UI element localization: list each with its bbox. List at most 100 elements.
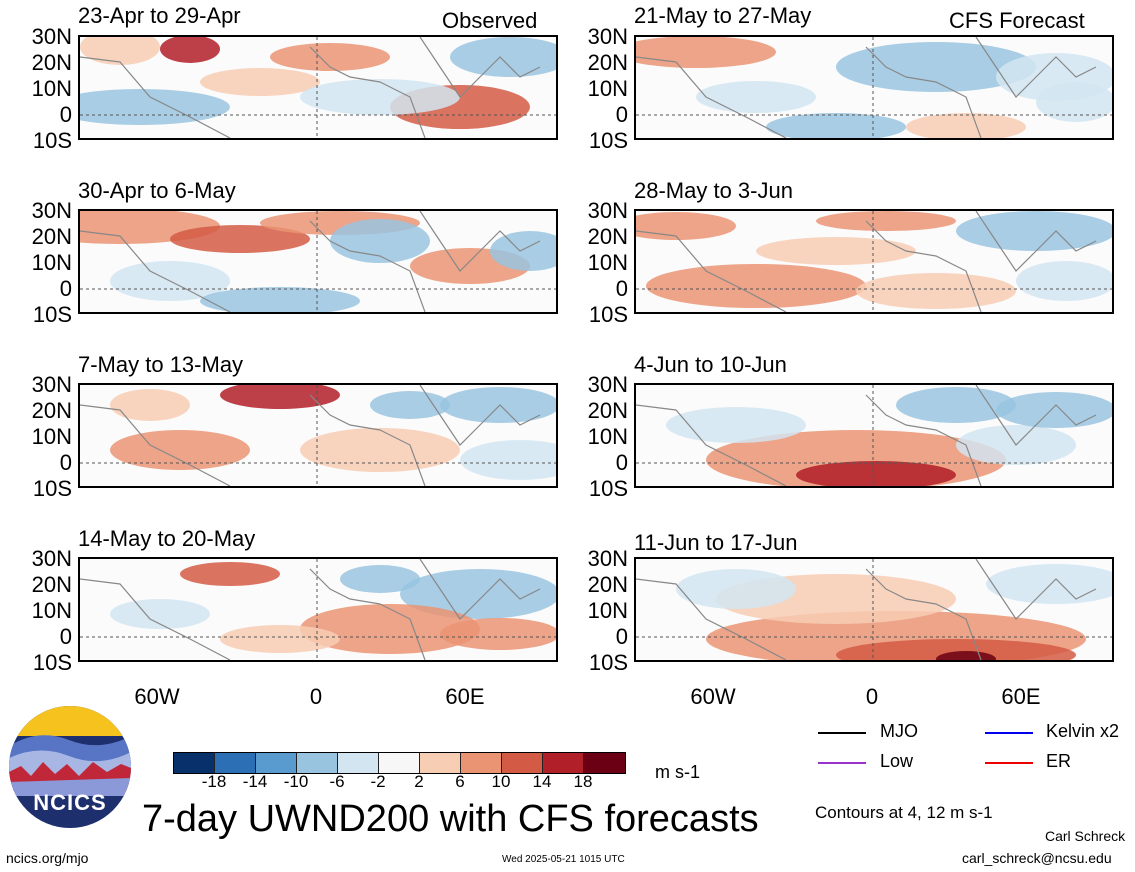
colorbar-tick: 2 [414, 772, 424, 791]
anomaly-blob [676, 569, 796, 609]
colorbar-tick: -10 [283, 772, 309, 791]
coastline [80, 559, 541, 660]
anomaly-blob [270, 43, 390, 71]
map-panel [78, 557, 558, 662]
colorbar-tick: 18 [573, 772, 593, 791]
lat-label: 30N [31, 24, 72, 49]
lat-label: 30N [587, 24, 628, 49]
lon-label: 60E [1001, 684, 1041, 709]
anomaly-blob [300, 428, 460, 472]
lat-label: 0 [59, 624, 72, 649]
anomaly-blob [836, 639, 1076, 660]
lat-label: 30N [31, 372, 72, 397]
forecast-label: CFS Forecast [949, 8, 1085, 33]
lat-label: 30N [587, 372, 628, 397]
figure-title: 7-day UWND200 with CFS forecasts [142, 798, 759, 840]
logo-text: NCICS [33, 790, 107, 815]
map-field [80, 37, 556, 138]
lat-label: 10S [588, 650, 628, 675]
panel-title-fc-1: 21-May to 27-May [634, 3, 812, 28]
anomaly-blob [816, 211, 956, 231]
author-email: carl_schreck@ncsu.edu [962, 850, 1112, 866]
lat-label: 30N [587, 198, 628, 223]
source-url: ncics.org/mjo [6, 850, 89, 866]
lat-label: 20N [587, 50, 628, 75]
colorbar [173, 752, 626, 774]
anomaly-blob [856, 273, 1016, 309]
colorbar-cell [543, 753, 584, 773]
map-field [636, 211, 1112, 312]
anomaly-blob [110, 599, 210, 629]
legend-kelvin-label: Kelvin x2 [1046, 721, 1120, 741]
lat-label: 0 [59, 102, 72, 127]
colorbar-cell [256, 753, 297, 773]
legend-mjo-label: MJO [880, 721, 918, 741]
lat-label: 10N [587, 424, 628, 449]
anomaly-blob [956, 211, 1112, 251]
colorbar-tick: 10 [491, 772, 511, 791]
anomaly-blob [636, 37, 776, 68]
anomaly-blob [906, 113, 1026, 138]
anomaly-blob [440, 618, 556, 650]
lat-label: 20N [31, 50, 72, 75]
legend-mjo-line [818, 732, 866, 734]
panel-title-obs-4: 14-May to 20-May [78, 526, 256, 551]
colorbar-tick: 14 [532, 772, 552, 791]
lat-label: 10N [31, 250, 72, 275]
legend-er-line [985, 762, 1033, 764]
lat-label: 0 [615, 102, 628, 127]
observed-label: Observed [442, 8, 538, 33]
lon-label: 60E [445, 684, 485, 709]
map-field [636, 559, 1112, 660]
colorbar-tick: -14 [242, 772, 268, 791]
lon-label: 60W [134, 684, 180, 709]
lat-label: 20N [31, 398, 72, 423]
lat-label: 10S [32, 128, 72, 153]
legend-low-label: Low [880, 751, 914, 771]
anomaly-blob [110, 389, 190, 421]
panel-title-obs-2: 30-Apr to 6-May [78, 178, 236, 203]
map-field [636, 385, 1112, 486]
colorbar-cell [584, 753, 625, 773]
lat-label: 10N [31, 598, 72, 623]
lat-label: 10S [588, 302, 628, 327]
lat-label: 20N [587, 572, 628, 597]
lat-label: 10S [32, 476, 72, 501]
anomaly-blob [696, 81, 816, 113]
lat-label: 30N [31, 546, 72, 571]
coastline [636, 211, 1097, 312]
anomaly-blob [756, 237, 916, 265]
colorbar-tick: -18 [201, 772, 227, 791]
anomaly-blob [200, 287, 360, 312]
anomaly-blob [160, 37, 220, 63]
lat-label: 10N [31, 424, 72, 449]
colorbar-tick: -2 [370, 772, 386, 791]
anomaly-blob [440, 387, 556, 423]
lon-label: 0 [865, 684, 879, 709]
anomaly-blob [460, 440, 556, 480]
lat-label: 0 [615, 624, 628, 649]
coastline [636, 385, 1097, 486]
anomaly-blob [200, 68, 320, 96]
coastline [80, 37, 541, 138]
colorbar-cell [174, 753, 215, 773]
anomaly-blob [836, 42, 1036, 92]
legend-er-label: ER [1046, 751, 1072, 771]
anomaly-blob [80, 37, 160, 65]
legend-low-line [818, 762, 866, 764]
lat-label: 20N [587, 398, 628, 423]
map-panel [634, 209, 1114, 314]
colorbar-cell [420, 753, 461, 773]
coastline [636, 37, 1097, 138]
lat-label: 30N [31, 198, 72, 223]
contours-note: Contours at 4, 12 m s-1 [815, 803, 993, 822]
anomaly-blob [986, 564, 1112, 604]
lat-label: 20N [31, 572, 72, 597]
timestamp: Wed 2025-05-21 1015 UTC [502, 854, 625, 865]
map-panel [634, 383, 1114, 488]
panel-title-fc-3: 4-Jun to 10-Jun [634, 352, 787, 377]
colorbar-tick: 6 [455, 772, 465, 791]
map-field [636, 37, 1112, 138]
anomaly-blob [80, 89, 230, 125]
lat-label: 0 [59, 450, 72, 475]
